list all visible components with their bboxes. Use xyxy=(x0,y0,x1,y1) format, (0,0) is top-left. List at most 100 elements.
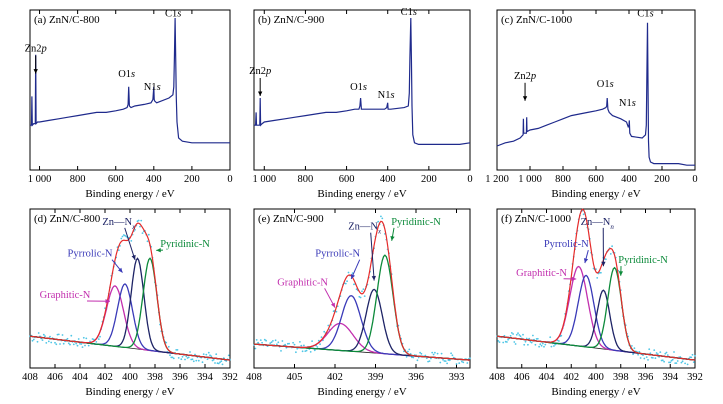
raw-data-point xyxy=(259,339,262,341)
plot-frame xyxy=(496,208,696,369)
raw-data-point xyxy=(605,258,607,261)
peak-label: N1s xyxy=(619,98,636,109)
x-tick-label: 406 xyxy=(514,372,530,383)
raw-data-point xyxy=(175,349,178,351)
panel-a: 1 000 800 600 400 200 0 Binding energy / eV (a)… xyxy=(25,8,233,200)
raw-data-point xyxy=(417,356,420,359)
raw-data-point xyxy=(498,341,501,343)
x-axis-label: Binding energy / eV xyxy=(85,188,174,200)
x-tick-label: 394 xyxy=(197,372,214,383)
fit-envelope xyxy=(253,220,471,361)
raw-data-point xyxy=(363,295,366,297)
x-tick-label: 398 xyxy=(147,372,163,383)
component-label: Pyrrolic-N xyxy=(315,249,360,260)
x-tick-label: 398 xyxy=(613,372,629,383)
raw-data-point xyxy=(549,336,552,339)
raw-data-point xyxy=(181,355,184,358)
x-tick-label: 800 xyxy=(555,174,571,185)
raw-data-point xyxy=(80,343,83,345)
component-arrow-head xyxy=(156,248,161,253)
raw-data-point xyxy=(523,343,526,346)
raw-data-point xyxy=(558,340,560,342)
peak-label-orbital: s xyxy=(157,82,161,93)
raw-data-point xyxy=(643,357,646,360)
raw-data-point xyxy=(85,337,88,340)
raw-data-point xyxy=(609,253,612,255)
raw-data-point xyxy=(295,351,297,354)
raw-data-point xyxy=(509,335,512,337)
raw-data-point xyxy=(317,339,320,342)
raw-data-point xyxy=(45,342,48,344)
raw-data-point xyxy=(361,290,363,293)
raw-data-point xyxy=(560,334,563,337)
component-arrow-head xyxy=(117,267,123,273)
raw-data-point xyxy=(194,353,196,356)
peak-label-orbital: s xyxy=(363,82,367,93)
raw-data-point xyxy=(225,360,228,362)
raw-data-point xyxy=(679,356,682,358)
raw-data-point xyxy=(165,341,168,344)
raw-data-point xyxy=(146,240,149,243)
raw-data-point xyxy=(670,359,673,362)
x-tick-label: 200 xyxy=(184,174,200,185)
raw-data-point xyxy=(257,341,259,344)
peak-label-orbital: s xyxy=(177,8,181,19)
peak-label-orbital: p xyxy=(530,71,536,82)
raw-data-point xyxy=(167,345,170,348)
component-zn-nx xyxy=(253,288,471,361)
raw-data-point xyxy=(518,334,521,336)
raw-data-point xyxy=(316,346,319,348)
x-tick-label: 1 000 xyxy=(252,174,276,185)
x-tick-label: 408 xyxy=(489,372,505,383)
raw-data-point xyxy=(673,351,675,353)
raw-data-point xyxy=(300,344,303,347)
raw-data-point xyxy=(632,353,634,356)
raw-data-point xyxy=(408,348,411,351)
component-label: Pyridinic-N xyxy=(618,255,668,266)
component-label: Zn—Nx xyxy=(102,217,136,231)
raw-data-point xyxy=(434,351,436,354)
component-arrow-head xyxy=(371,275,376,281)
raw-data-point xyxy=(303,344,305,347)
raw-data-point xyxy=(180,358,183,361)
raw-data-point xyxy=(176,349,179,351)
x-tick-label: 392 xyxy=(687,372,703,383)
component-label: Zn—Nn xyxy=(581,217,615,231)
raw-data-point xyxy=(671,358,674,361)
raw-data-point xyxy=(550,345,553,348)
raw-data-point xyxy=(75,342,78,345)
raw-data-point xyxy=(669,361,672,364)
peak-label: O1s xyxy=(597,79,614,90)
component-arrow-head xyxy=(105,299,110,304)
raw-data-point xyxy=(214,362,216,364)
survey-spectrum-line xyxy=(496,22,695,166)
raw-data-point xyxy=(197,359,200,362)
raw-data-point xyxy=(344,282,347,285)
raw-data-point xyxy=(57,333,60,336)
peak-label-orbital: s xyxy=(650,8,654,19)
raw-data-point xyxy=(212,358,215,361)
component-label-subscript: x xyxy=(377,228,382,236)
raw-data-point xyxy=(431,351,434,354)
raw-data-point xyxy=(657,353,659,355)
raw-data-point xyxy=(76,344,79,347)
raw-data-point xyxy=(543,345,545,348)
raw-data-point xyxy=(192,360,195,363)
peak-label: O1s xyxy=(118,69,135,80)
raw-data-point xyxy=(42,333,45,336)
raw-data-point xyxy=(541,342,544,345)
raw-data-point xyxy=(62,342,65,345)
plot-frame xyxy=(253,9,471,171)
peak-label-orbital: p xyxy=(265,66,271,77)
raw-data-point xyxy=(611,245,613,248)
x-tick-label: 200 xyxy=(421,174,437,185)
raw-data-point xyxy=(185,355,188,358)
raw-data-point xyxy=(280,350,282,352)
raw-data-point xyxy=(524,340,527,343)
raw-data-point xyxy=(448,359,451,362)
raw-data-point xyxy=(120,237,123,240)
raw-data-point xyxy=(664,352,667,355)
raw-data-point xyxy=(147,233,150,236)
peak-label-orbital: s xyxy=(131,69,135,80)
